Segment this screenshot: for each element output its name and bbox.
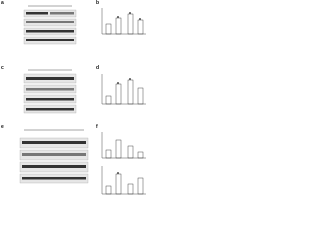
- band: [22, 165, 86, 168]
- plot-bar: [105, 23, 112, 35]
- band: [26, 12, 48, 15]
- plot: [101, 74, 146, 105]
- blot-group: [19, 129, 89, 184]
- plot-bar: [137, 151, 144, 159]
- axis: [101, 74, 146, 105]
- plot-bar: [127, 145, 134, 159]
- plot-dot: [129, 78, 131, 80]
- panel-label: b: [96, 0, 99, 6]
- plot-bar: [115, 139, 122, 159]
- plot-dot: [139, 18, 141, 20]
- band: [26, 21, 74, 23]
- band: [22, 141, 86, 144]
- figure: a b c d e f: [1, 0, 146, 195]
- band: [26, 88, 74, 91]
- plot-bar: [105, 185, 112, 195]
- plot-bar: [137, 177, 144, 195]
- plot-dot: [117, 172, 119, 174]
- blot-group: [23, 69, 77, 114]
- plot-bar: [115, 83, 122, 105]
- band: [26, 98, 74, 101]
- plot: [101, 166, 146, 195]
- plot-bar: [105, 149, 112, 159]
- plot-dot: [117, 82, 119, 84]
- band: [26, 108, 74, 111]
- band: [26, 39, 74, 41]
- plot-dot: [117, 16, 119, 18]
- plot: [101, 8, 146, 35]
- plot-bar: [127, 183, 134, 195]
- panel-label: c: [1, 65, 4, 71]
- panel-label: d: [96, 65, 99, 71]
- axis: [101, 8, 146, 35]
- plot-bar: [115, 173, 122, 195]
- plot-dot: [129, 12, 131, 14]
- panel-label: a: [1, 0, 4, 6]
- plot: [101, 132, 146, 159]
- plot-bar: [105, 95, 112, 105]
- band: [22, 177, 86, 180]
- panel-label: e: [1, 124, 4, 130]
- panel-label: f: [96, 124, 98, 130]
- band: [22, 153, 86, 156]
- band: [26, 77, 74, 80]
- axis: [101, 166, 146, 195]
- plot-bar: [115, 17, 122, 35]
- blot-group: [23, 5, 77, 45]
- plot-bar: [137, 19, 144, 35]
- band: [26, 30, 74, 33]
- axis: [101, 132, 146, 159]
- plot-bar: [137, 87, 144, 105]
- plot-bar: [127, 13, 134, 35]
- plot-bar: [127, 79, 134, 105]
- band: [50, 12, 74, 15]
